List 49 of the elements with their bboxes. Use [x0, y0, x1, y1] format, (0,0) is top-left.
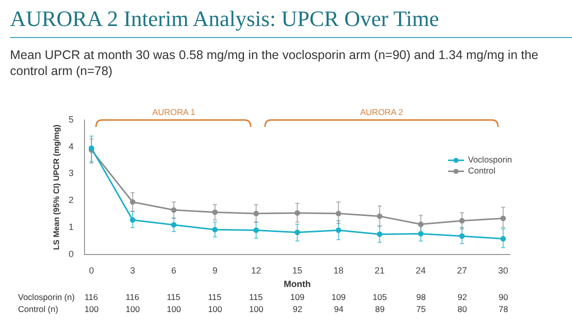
text: 92 [457, 292, 467, 302]
x-tick-label: 15 [292, 265, 302, 276]
x-tick-label: 0 [88, 265, 94, 276]
x-tick-label: 18 [333, 265, 344, 276]
text: 109 [331, 292, 346, 302]
text: 90 [498, 292, 508, 302]
y-tick-label: 2 [68, 195, 74, 206]
text: 92 [292, 304, 302, 314]
text: 98 [416, 292, 426, 302]
text: 100 [249, 304, 264, 314]
text: 78 [498, 304, 508, 314]
text: 116 [126, 292, 140, 302]
text: 109 [290, 292, 304, 302]
text: Control (n) [18, 304, 58, 314]
text: 115 [208, 292, 222, 302]
legend-label: Voclosporin [468, 154, 512, 165]
x-tick-label: 6 [171, 265, 176, 276]
text: 80 [457, 304, 467, 314]
text: 89 [375, 304, 385, 314]
text: 100 [208, 304, 222, 314]
chart-title: AURORA 2 Interim Analysis: UPCR Over Time [10, 6, 440, 32]
x-tick-label: 12 [251, 265, 262, 276]
text: 100 [166, 304, 181, 314]
text: 94 [334, 304, 344, 314]
text: 116 [84, 292, 98, 302]
text: 115 [166, 292, 180, 302]
text: AURORA 1 [152, 107, 196, 117]
x-tick-label: 21 [374, 265, 385, 276]
x-tick-label: 30 [498, 265, 508, 276]
x-tick-label: 9 [212, 265, 218, 276]
x-axis-title: Month [284, 279, 311, 290]
text: 75 [416, 304, 426, 314]
x-tick-label: 3 [130, 265, 136, 276]
y-tick-label: 4 [68, 141, 74, 152]
y-axis-title: LS Mean (95% CI) UPCR (mg/mg) [52, 124, 62, 250]
text: 100 [126, 304, 140, 314]
text: 100 [84, 304, 99, 314]
y-tick-label: 5 [68, 114, 74, 124]
chart-subtitle: Mean UPCR at month 30 was 0.58 mg/mg in the voclosporin arm (n=90) and 1.34 mg/mg in the control arm (n=78) [10, 47, 540, 79]
y-tick-label: 1 [68, 222, 74, 232]
legend-label: Control [468, 166, 496, 176]
x-tick-label: 24 [416, 265, 426, 276]
text: 105 [372, 292, 387, 302]
text: Voclosporin (n) [18, 292, 75, 302]
y-tick-label: 3 [68, 168, 74, 178]
x-tick-label: 27 [456, 265, 467, 276]
y-tick-label: 0 [68, 248, 74, 259]
text: AURORA 2 [360, 107, 404, 117]
text: 115 [249, 292, 263, 302]
